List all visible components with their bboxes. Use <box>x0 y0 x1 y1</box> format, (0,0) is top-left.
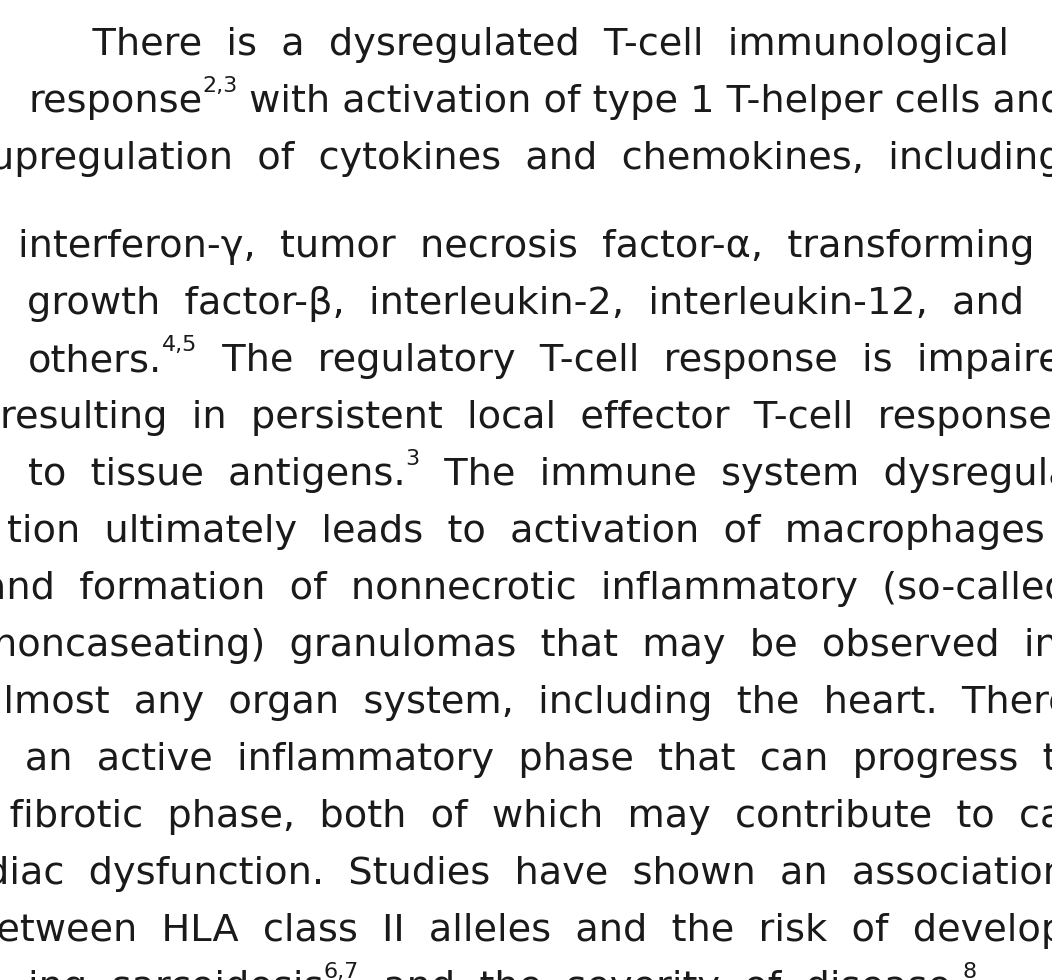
Text: The  immune  system  dysregula-: The immune system dysregula- <box>420 458 1052 493</box>
Text: 3: 3 <box>406 450 420 469</box>
Text: noncaseating)  granulomas  that  may  be  observed  in: noncaseating) granulomas that may be obs… <box>0 628 1052 664</box>
Text: and  formation  of  nonnecrotic  inflammatory  (so-called: and formation of nonnecrotic inflammator… <box>0 571 1052 608</box>
Text: 2,3: 2,3 <box>202 76 238 96</box>
Text: between  HLA  class  II  alleles  and  the  risk  of  develop-: between HLA class II alleles and the ris… <box>0 913 1052 950</box>
Text: is  an  active  inflammatory  phase  that  can  progress  to: is an active inflammatory phase that can… <box>0 743 1052 778</box>
Text: ing  sarcoidosis: ing sarcoidosis <box>28 970 324 980</box>
Text: resulting  in  persistent  local  effector  T-cell  response: resulting in persistent local effector T… <box>0 401 1052 436</box>
Text: diac  dysfunction.  Studies  have  shown  an  association: diac dysfunction. Studies have shown an … <box>0 857 1052 893</box>
Text: 8: 8 <box>963 962 977 980</box>
Text: There  is  a  dysregulated  T-cell  immunological: There is a dysregulated T-cell immunolog… <box>43 27 1009 63</box>
Text: upregulation  of  cytokines  and  chemokines,  including: upregulation of cytokines and chemokines… <box>0 141 1052 177</box>
Text: others.: others. <box>28 343 162 379</box>
Text: tion  ultimately  leads  to  activation  of  macrophages: tion ultimately leads to activation of m… <box>7 514 1045 551</box>
Text: a  fibrotic  phase,  both  of  which  may  contribute  to  car-: a fibrotic phase, both of which may cont… <box>0 800 1052 835</box>
Text: almost  any  organ  system,  including  the  heart.  There: almost any organ system, including the h… <box>0 685 1052 721</box>
Text: The  regulatory  T-cell  response  is  impaired,: The regulatory T-cell response is impair… <box>198 343 1052 379</box>
Text: interferon-γ,  tumor  necrosis  factor-α,  transforming: interferon-γ, tumor necrosis factor-α, t… <box>18 229 1034 266</box>
Text: and  the  severity  of  disease.: and the severity of disease. <box>359 970 963 980</box>
Text: 4,5: 4,5 <box>162 335 198 356</box>
Text: growth  factor-β,  interleukin-2,  interleukin-12,  and: growth factor-β, interleukin-2, interleu… <box>27 286 1025 322</box>
Text: response: response <box>28 84 202 120</box>
Text: to  tissue  antigens.: to tissue antigens. <box>28 458 406 493</box>
Text: with activation of type 1 T-helper cells and: with activation of type 1 T-helper cells… <box>238 84 1052 120</box>
Text: 6,7: 6,7 <box>324 962 359 980</box>
